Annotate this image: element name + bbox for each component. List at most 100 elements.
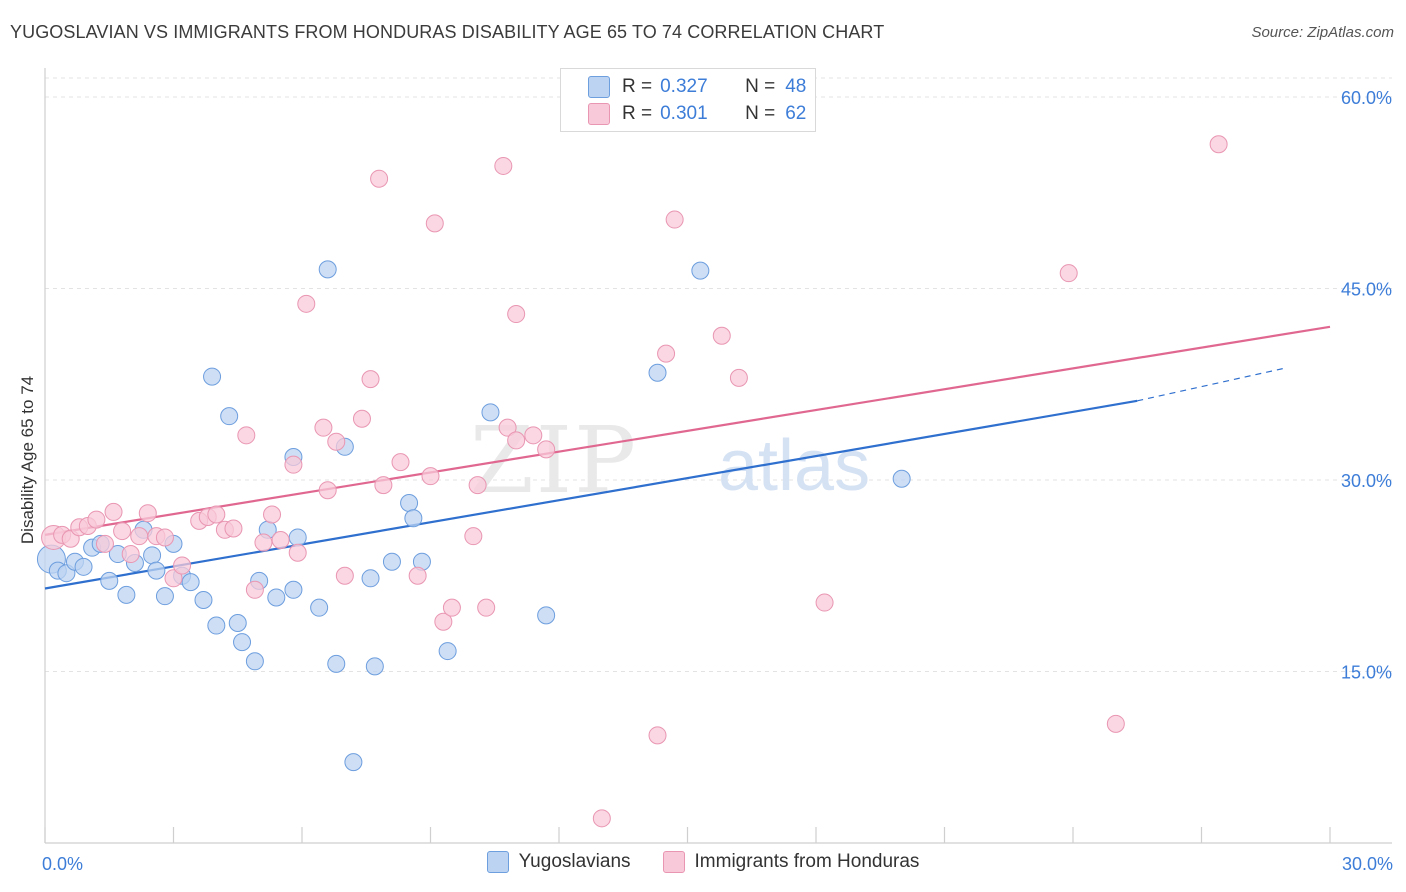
point-yugoslavian [382,552,401,571]
point-honduras [1106,714,1125,733]
watermark: ZIP atlas [470,407,870,514]
stats-legend-box: R = 0.327 N = 48 R = 0.301 N = 62 [560,68,816,132]
point-honduras [263,505,282,524]
series-legend: Yugoslavians Immigrants from Honduras [0,851,1406,873]
point-honduras [318,481,337,500]
point-yugoslavian [194,591,213,610]
point-honduras [729,368,748,387]
axis-labels: 15.0% 30.0% 45.0% 60.0% 0.0% 30.0% Disability … [18,88,1393,874]
point-honduras [507,431,526,450]
point-yugoslavian [691,261,710,280]
point-honduras [164,569,183,588]
y-tick-label: 30.0% [1341,471,1392,491]
n-value: 48 [785,76,807,97]
point-honduras [352,409,371,428]
legend-item-honduras: Immigrants from Honduras [662,851,920,873]
point-yugoslavian [203,367,222,386]
point-honduras [391,453,410,472]
point-honduras [207,505,226,524]
n-value: 62 [785,103,807,124]
point-yugoslavian [207,616,226,635]
point-yugoslavian [284,580,303,599]
point-honduras [524,426,543,445]
point-honduras [648,726,667,745]
axes [44,68,1392,844]
point-yugoslavian [100,571,119,590]
point-yugoslavian [404,509,423,528]
point-honduras [592,809,611,828]
point-honduras [464,527,483,546]
point-yugoslavian [892,469,911,488]
point-yugoslavian [147,561,166,580]
x-tick-label: 0.0% [42,854,83,874]
point-honduras [361,370,380,389]
trend-line-yugoslavian [44,399,1138,590]
point-honduras [224,519,243,538]
point-yugoslavian [288,528,307,547]
point-yugoslavian [181,573,200,592]
point-honduras [425,214,444,233]
point-honduras [288,543,307,562]
pink-swatch-icon [662,851,685,873]
legend-label: Immigrants from Honduras [694,851,920,872]
trend-extension-yugoslavian [1137,367,1288,402]
point-honduras [130,527,149,546]
r-value: 0.327 [660,76,708,97]
point-honduras [138,504,157,523]
point-honduras [254,533,273,552]
point-yugoslavian [365,657,384,676]
point-honduras [665,210,684,229]
point-yugoslavian [220,407,239,426]
point-honduras [327,432,346,451]
point-yugoslavian [267,588,286,607]
n-label: N = [745,103,776,124]
legend-label: Yugoslavians [518,851,631,872]
point-honduras [104,502,123,521]
point-yugoslavian [233,633,252,652]
point-honduras [314,418,333,437]
point-honduras [1209,135,1228,154]
point-honduras [468,476,487,495]
n-label: N = [745,76,776,97]
point-honduras [271,531,290,550]
point-honduras [173,556,192,575]
grid-lines [45,77,1392,672]
point-honduras [155,528,174,547]
point-yugoslavian [481,403,500,422]
point-honduras [408,566,427,585]
point-yugoslavian [143,546,162,565]
point-honduras [507,305,526,324]
point-honduras [95,534,114,553]
y-tick-label: 60.0% [1341,88,1392,108]
watermark-atlas: atlas [718,426,870,506]
y-tick-label: 45.0% [1341,280,1392,300]
point-honduras [1059,264,1078,283]
source-credit: Source: ZipAtlas.com [1251,24,1394,41]
point-honduras [335,566,354,585]
point-honduras [370,169,389,188]
point-honduras [421,467,440,486]
point-yugoslavian [537,606,556,625]
point-yugoslavian [327,654,346,673]
point-yugoslavian [117,585,136,604]
point-yugoslavian [74,557,93,576]
point-honduras [477,598,496,617]
stats-row-honduras: R = 0.301 N = 62 [588,103,806,125]
watermark-zip: ZIP [470,407,638,514]
point-yugoslavian [318,260,337,279]
point-honduras [374,476,393,495]
y-axis-label: Disability Age 65 to 74 [18,376,37,544]
point-yugoslavian [361,569,380,588]
r-value: 0.301 [660,103,708,124]
point-honduras [494,156,513,175]
x-tick-label: 30.0% [1342,854,1393,874]
point-yugoslavian [245,652,264,671]
point-honduras [297,294,316,313]
trend-lines [44,325,1331,590]
point-honduras [712,326,731,345]
point-yugoslavian [438,642,457,661]
point-honduras [113,522,132,541]
point-honduras [121,545,140,564]
r-label: R = [622,76,653,97]
point-honduras [284,455,303,474]
